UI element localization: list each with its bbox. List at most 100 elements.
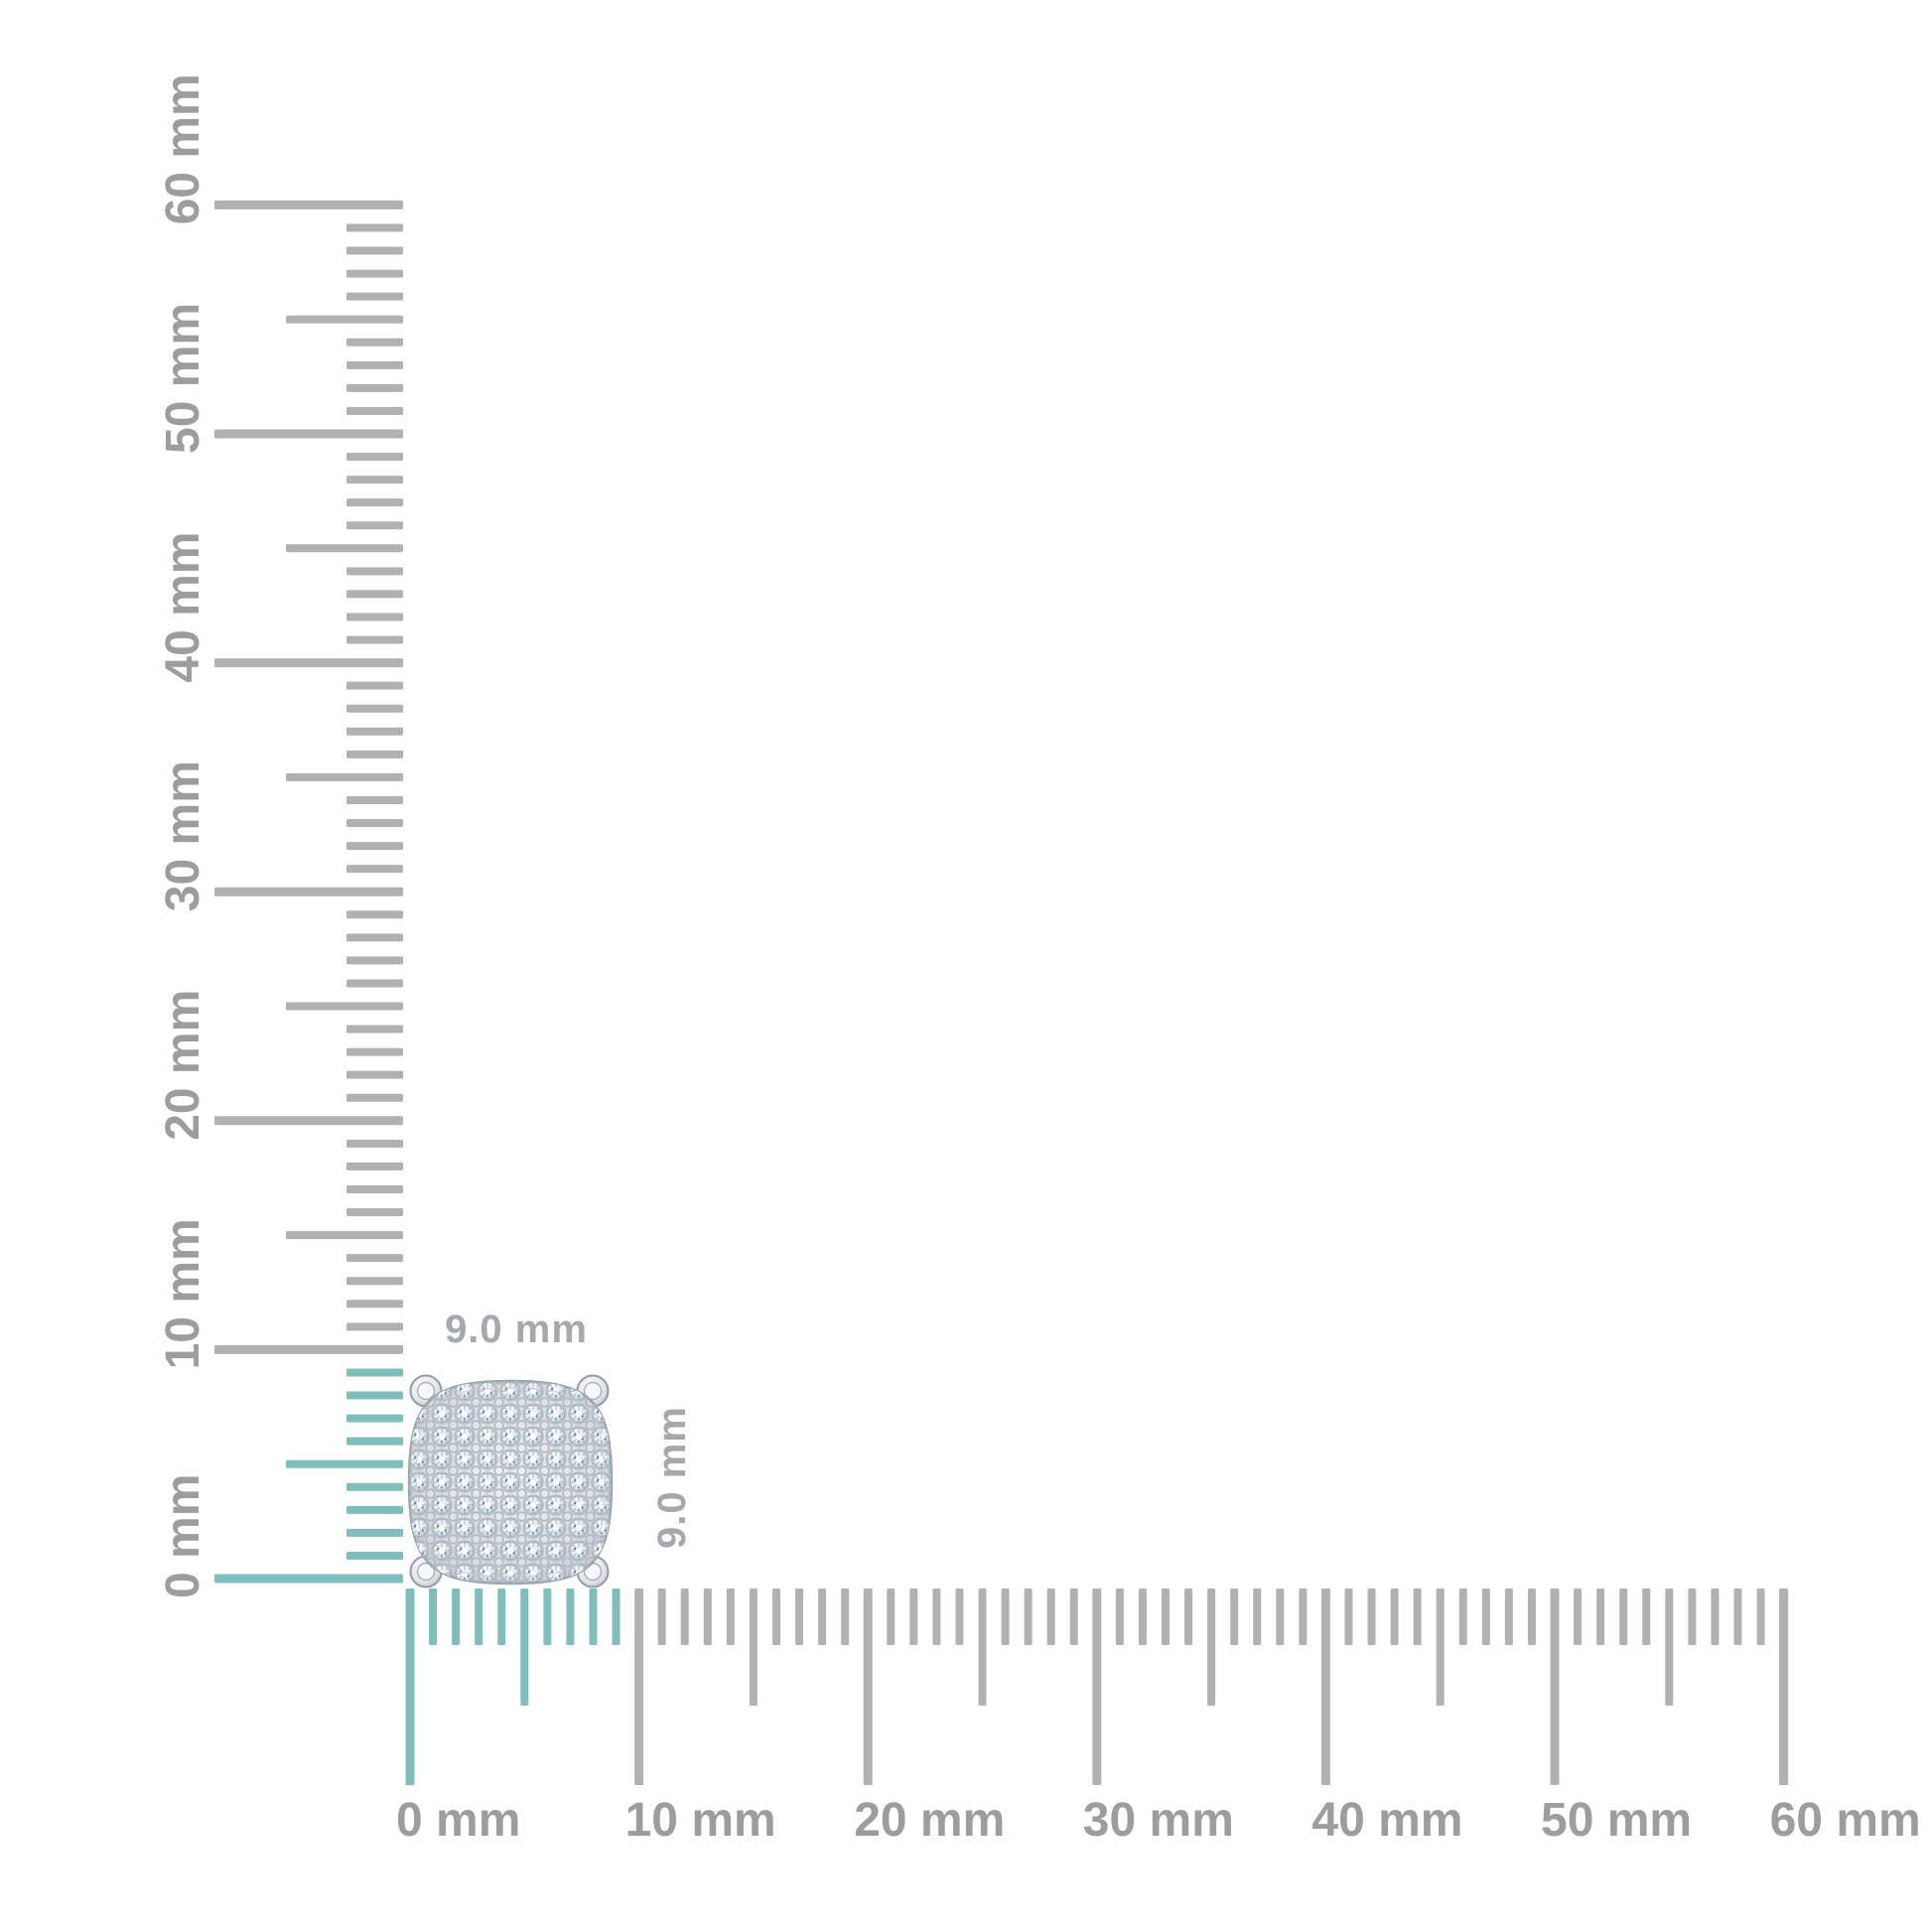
v-ruler-tick-40mm bbox=[214, 658, 403, 668]
h-ruler-tick-17mm bbox=[795, 1588, 804, 1645]
v-ruler-tick-12mm bbox=[346, 1300, 403, 1309]
h-ruler-tick-32mm bbox=[1138, 1588, 1147, 1645]
h-ruler-tick-7mm bbox=[566, 1588, 575, 1645]
v-ruler-tick-15mm bbox=[286, 1231, 403, 1240]
v-ruler-tick-22mm bbox=[346, 1070, 403, 1079]
h-ruler-tick-18mm bbox=[818, 1588, 827, 1645]
v-ruler-tick-44mm bbox=[346, 567, 403, 576]
v-ruler-tick-53mm bbox=[346, 360, 403, 369]
v-ruler-tick-33mm bbox=[346, 819, 403, 828]
width-dimension-label: 9.0 mm bbox=[445, 1308, 588, 1351]
h-ruler-tick-34mm bbox=[1184, 1588, 1193, 1645]
h-ruler-tick-20mm bbox=[863, 1588, 873, 1785]
v-ruler-tick-11mm bbox=[346, 1322, 403, 1331]
v-ruler-tick-20mm bbox=[214, 1116, 403, 1126]
h-ruler-tick-51mm bbox=[1574, 1588, 1583, 1645]
v-ruler-tick-43mm bbox=[346, 590, 403, 599]
v-ruler-label-40mm: 40 mm bbox=[157, 532, 209, 683]
v-ruler-label-20mm: 20 mm bbox=[157, 990, 209, 1141]
v-ruler-tick-39mm bbox=[346, 681, 403, 690]
v-ruler-label-0mm: 0 mm bbox=[157, 1474, 209, 1598]
v-ruler-tick-57mm bbox=[346, 269, 403, 278]
v-ruler-tick-25mm bbox=[286, 1002, 403, 1011]
h-ruler-tick-8mm bbox=[589, 1588, 598, 1645]
v-ruler-tick-21mm bbox=[346, 1093, 403, 1102]
h-ruler-tick-46mm bbox=[1458, 1588, 1467, 1645]
h-ruler-tick-50mm bbox=[1550, 1588, 1560, 1785]
h-ruler-tick-60mm bbox=[1779, 1588, 1789, 1785]
v-ruler-tick-58mm bbox=[346, 246, 403, 255]
v-ruler-tick-9mm bbox=[346, 1368, 403, 1377]
h-ruler-tick-47mm bbox=[1481, 1588, 1490, 1645]
h-ruler-tick-49mm bbox=[1527, 1588, 1536, 1645]
h-ruler-tick-55mm bbox=[1665, 1588, 1674, 1706]
h-ruler-tick-11mm bbox=[657, 1588, 666, 1645]
v-ruler-tick-26mm bbox=[346, 979, 403, 988]
v-ruler-tick-28mm bbox=[346, 933, 403, 942]
h-ruler-tick-10mm bbox=[634, 1588, 644, 1785]
v-ruler-tick-52mm bbox=[346, 383, 403, 392]
v-ruler-tick-30mm bbox=[214, 887, 403, 897]
v-ruler-label-10mm: 10 mm bbox=[157, 1218, 209, 1369]
v-ruler-tick-13mm bbox=[346, 1277, 403, 1286]
h-ruler-label-20mm: 20 mm bbox=[854, 1794, 1005, 1847]
pave-face bbox=[407, 1379, 614, 1586]
v-ruler-tick-17mm bbox=[346, 1184, 403, 1193]
h-ruler-tick-48mm bbox=[1504, 1588, 1513, 1645]
v-ruler-tick-55mm bbox=[286, 315, 403, 324]
h-ruler-tick-15mm bbox=[749, 1588, 758, 1706]
v-ruler-tick-35mm bbox=[286, 772, 403, 781]
h-ruler-tick-19mm bbox=[841, 1588, 850, 1645]
v-ruler-tick-19mm bbox=[346, 1139, 403, 1148]
v-ruler-tick-59mm bbox=[346, 223, 403, 232]
v-ruler-tick-47mm bbox=[346, 498, 403, 507]
v-ruler-tick-38mm bbox=[346, 704, 403, 713]
h-ruler-tick-29mm bbox=[1069, 1588, 1078, 1645]
h-ruler-tick-58mm bbox=[1733, 1588, 1742, 1645]
h-ruler-tick-1mm bbox=[429, 1588, 438, 1645]
v-ruler-tick-16mm bbox=[346, 1208, 403, 1217]
v-ruler-tick-51mm bbox=[346, 406, 403, 415]
h-ruler-tick-44mm bbox=[1413, 1588, 1422, 1645]
h-ruler-tick-27mm bbox=[1024, 1588, 1033, 1645]
h-ruler-tick-3mm bbox=[475, 1588, 483, 1645]
v-ruler-tick-56mm bbox=[346, 292, 403, 301]
v-ruler-tick-32mm bbox=[346, 842, 403, 851]
h-ruler-tick-40mm bbox=[1320, 1588, 1330, 1785]
h-ruler-tick-33mm bbox=[1161, 1588, 1170, 1645]
h-ruler-tick-6mm bbox=[543, 1588, 552, 1645]
v-ruler-tick-23mm bbox=[346, 1047, 403, 1056]
h-ruler-tick-52mm bbox=[1596, 1588, 1605, 1645]
v-ruler-label-30mm: 30 mm bbox=[157, 760, 209, 911]
h-ruler-tick-23mm bbox=[932, 1588, 941, 1645]
h-ruler-tick-30mm bbox=[1092, 1588, 1102, 1785]
h-ruler-tick-31mm bbox=[1115, 1588, 1124, 1645]
h-ruler-tick-59mm bbox=[1756, 1588, 1765, 1645]
v-ruler-tick-37mm bbox=[346, 727, 403, 736]
v-ruler-tick-29mm bbox=[346, 910, 403, 919]
v-ruler-tick-42mm bbox=[346, 613, 403, 621]
h-ruler-tick-35mm bbox=[1207, 1588, 1216, 1706]
earring-image bbox=[407, 1374, 614, 1588]
h-ruler-tick-9mm bbox=[612, 1588, 621, 1645]
v-ruler-tick-48mm bbox=[346, 476, 403, 484]
h-ruler-tick-43mm bbox=[1390, 1588, 1399, 1645]
v-ruler-tick-5mm bbox=[286, 1459, 403, 1468]
v-ruler-label-60mm: 60 mm bbox=[157, 73, 209, 224]
h-ruler-tick-26mm bbox=[1001, 1588, 1010, 1645]
v-ruler-tick-41mm bbox=[346, 635, 403, 644]
h-ruler-tick-38mm bbox=[1276, 1588, 1285, 1645]
h-ruler-label-0mm: 0 mm bbox=[396, 1794, 520, 1847]
v-ruler-tick-14mm bbox=[346, 1254, 403, 1263]
v-ruler-tick-7mm bbox=[346, 1414, 403, 1423]
v-ruler-tick-50mm bbox=[214, 429, 403, 439]
v-ruler-tick-1mm bbox=[346, 1551, 403, 1560]
h-ruler-tick-16mm bbox=[771, 1588, 780, 1645]
h-ruler-tick-56mm bbox=[1688, 1588, 1697, 1645]
v-ruler-tick-46mm bbox=[346, 521, 403, 530]
h-ruler-tick-24mm bbox=[955, 1588, 964, 1645]
v-ruler-tick-54mm bbox=[346, 338, 403, 346]
v-ruler-tick-0mm bbox=[214, 1574, 403, 1584]
height-dimension-label: 9.0 mm bbox=[650, 1406, 694, 1549]
